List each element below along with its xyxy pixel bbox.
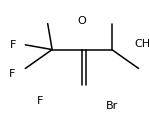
Text: F: F bbox=[10, 40, 17, 50]
Text: O: O bbox=[78, 16, 86, 26]
Text: F: F bbox=[37, 97, 43, 106]
Text: Br: Br bbox=[106, 101, 118, 111]
Text: CH₃: CH₃ bbox=[134, 39, 149, 49]
Text: F: F bbox=[9, 69, 15, 79]
